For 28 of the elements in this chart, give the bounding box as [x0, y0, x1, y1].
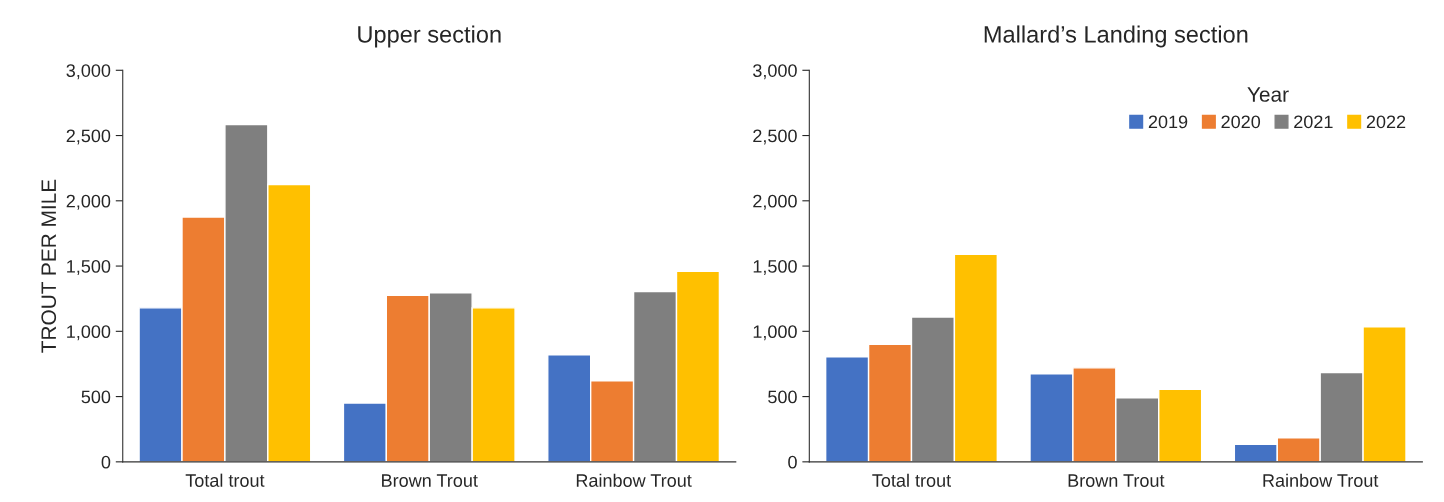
- x-tick-label: Rainbow Trout: [1263, 473, 1379, 487]
- y-tick-label: 1,500: [67, 259, 111, 275]
- legend-label: 2021: [1294, 115, 1333, 129]
- y-tick-label: 0: [788, 455, 797, 469]
- x-tick-label: Brown Trout: [382, 474, 478, 487]
- y-tick-label: 0: [101, 455, 111, 469]
- y-axis-title: TROUT PER MILE: [41, 179, 57, 353]
- x-tick-label: Total trout: [872, 473, 951, 487]
- y-tick-label: 3,000: [753, 64, 797, 80]
- legend-label: 2019: [1148, 115, 1188, 129]
- legend-title: Year: [1247, 87, 1289, 102]
- y-tick-label: 1,000: [67, 325, 111, 341]
- chart-title: Upper section: [358, 25, 501, 48]
- chart-title: Mallard’s Landing section: [984, 25, 1248, 48]
- y-tick-label: 2,500: [753, 129, 797, 145]
- y-tick-label: 1,000: [753, 325, 797, 341]
- legend-label: 2020: [1221, 115, 1261, 129]
- y-tick-label: 2,000: [753, 194, 797, 210]
- y-tick-label: 2,000: [66, 194, 111, 210]
- x-tick-label: Brown Trout: [1068, 474, 1165, 487]
- y-tick-label: 3,000: [66, 64, 111, 80]
- y-tick-label: 500: [768, 390, 797, 404]
- x-tick-label: Total trout: [185, 473, 265, 487]
- y-tick-label: 1,500: [753, 259, 797, 275]
- y-tick-label: 500: [81, 390, 111, 404]
- x-tick-label: Rainbow Trout: [576, 473, 692, 487]
- legend-label: 2022: [1366, 115, 1406, 129]
- y-tick-label: 2,500: [66, 129, 111, 145]
